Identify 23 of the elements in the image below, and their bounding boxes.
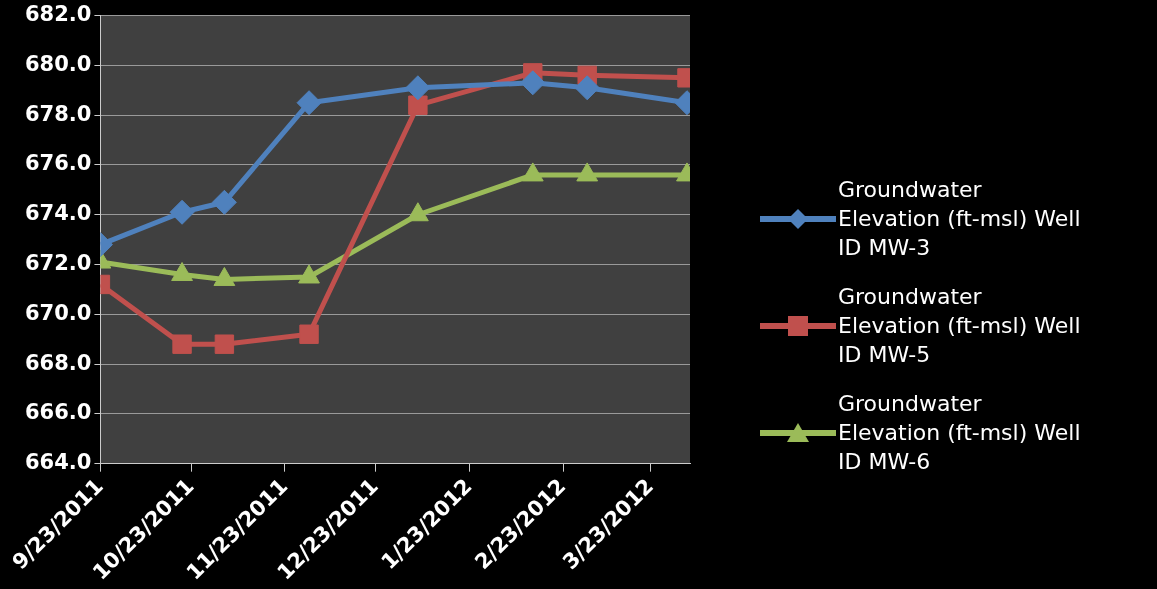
y-tick-label: 678.0 bbox=[24, 101, 92, 126]
legend-label: Groundwater Elevation (ft-msl) Well ID MW-3 bbox=[838, 176, 1082, 262]
y-tick-label: 666.0 bbox=[24, 400, 92, 425]
y-tick-label: 664.0 bbox=[24, 450, 92, 475]
point bbox=[574, 75, 600, 101]
y-tick-label: 680.0 bbox=[24, 51, 92, 76]
y-tick-label: 672.0 bbox=[24, 250, 92, 275]
point bbox=[214, 334, 235, 354]
point bbox=[172, 334, 192, 354]
point bbox=[405, 75, 431, 101]
point bbox=[169, 199, 195, 225]
y-tick-label: 682.0 bbox=[24, 2, 92, 27]
y-tick-label: 674.0 bbox=[24, 201, 92, 226]
point bbox=[520, 70, 546, 96]
point bbox=[296, 90, 322, 116]
point bbox=[211, 189, 237, 215]
legend-label: Groundwater Elevation (ft-msl) Well ID MW-5 bbox=[838, 283, 1082, 369]
point bbox=[408, 95, 428, 115]
y-tick-label: 676.0 bbox=[24, 151, 92, 176]
y-tick-label: 668.0 bbox=[24, 350, 92, 375]
legend-label: Groundwater Elevation (ft-msl) Well ID MW-6 bbox=[838, 390, 1082, 476]
point bbox=[299, 324, 319, 344]
y-tick-label: 670.0 bbox=[24, 300, 92, 325]
